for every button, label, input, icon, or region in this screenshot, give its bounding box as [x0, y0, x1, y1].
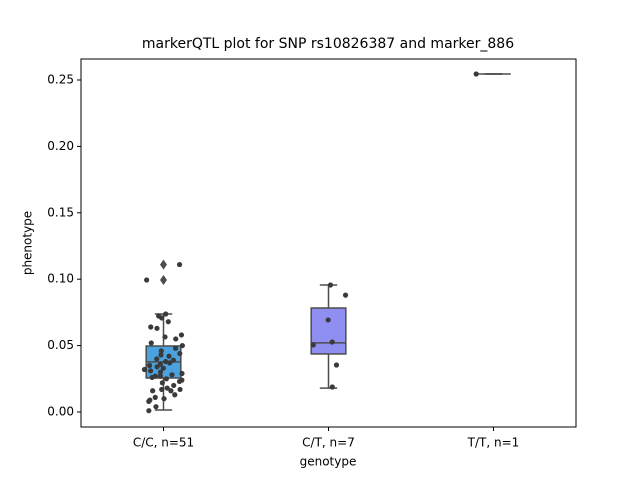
- strip-point: [154, 364, 160, 370]
- y-tick-label: 0.20: [47, 139, 74, 153]
- plot-frame: [80, 58, 577, 428]
- strip-point: [177, 386, 183, 393]
- box: [310, 307, 347, 355]
- strip-point: [179, 342, 185, 349]
- strip-point: [149, 374, 155, 381]
- strip-point: [146, 408, 152, 414]
- chart-title: markerQTL plot for SNP rs10826387 and ma…: [142, 36, 514, 52]
- strip-point: [172, 392, 178, 398]
- strip-point: [159, 315, 165, 321]
- y-tick-label: 0.15: [47, 205, 74, 219]
- strip-point: [148, 368, 154, 374]
- strip-point: [165, 319, 171, 325]
- strip-point: [167, 360, 173, 366]
- y-axis-label: phenotype: [21, 211, 35, 275]
- strip-point: [173, 336, 179, 342]
- strip-point: [176, 261, 183, 268]
- x-tick-label: C/T, n=7: [302, 436, 355, 450]
- y-tick-label: 0.00: [47, 404, 74, 418]
- strip-point: [157, 373, 163, 379]
- strip-point: [154, 356, 160, 362]
- strip-point: [153, 404, 159, 410]
- strip-point: [160, 365, 166, 371]
- strip-point: [157, 369, 164, 375]
- strip-point: [146, 398, 152, 404]
- outlier: [160, 259, 167, 270]
- strip-point: [170, 357, 177, 363]
- y-tick-label: 0.05: [47, 338, 74, 352]
- strip-point: [333, 362, 340, 368]
- strip-point: [163, 311, 169, 317]
- strip-point: [166, 353, 172, 359]
- strip-point: [152, 394, 158, 400]
- strip-point: [147, 362, 153, 369]
- strip-point: [148, 324, 154, 330]
- strip-point: [179, 370, 185, 377]
- strip-point: [163, 376, 169, 382]
- strip-point: [168, 388, 174, 394]
- strip-point: [159, 386, 165, 393]
- strip-point: [144, 277, 150, 283]
- strip-point: [329, 339, 335, 345]
- strip-point: [148, 340, 154, 346]
- strip-point: [473, 71, 479, 77]
- strip-point: [169, 372, 175, 378]
- strip-point: [171, 382, 177, 389]
- x-tick-label: C/C, n=51: [133, 436, 194, 450]
- strip-point: [154, 325, 160, 331]
- strip-point: [325, 317, 331, 323]
- y-tick-label: 0.25: [47, 72, 74, 86]
- x-axis-label: genotype: [300, 455, 357, 469]
- strip-point: [178, 332, 185, 338]
- y-tick-label: 0.10: [47, 272, 74, 286]
- strip-point: [164, 385, 170, 391]
- strip-point: [159, 380, 165, 386]
- x-tick-label: T/T, n=1: [467, 436, 520, 450]
- strip-point: [329, 384, 335, 390]
- strip-point: [310, 342, 316, 348]
- strip-point: [150, 388, 156, 394]
- strip-point: [158, 352, 164, 358]
- outlier: [160, 274, 167, 285]
- strip-point: [158, 348, 164, 354]
- strip-point: [327, 282, 334, 288]
- strip-point: [342, 292, 349, 298]
- strip-point: [162, 334, 168, 340]
- strip-point: [176, 378, 183, 385]
- strip-point: [161, 396, 167, 402]
- strip-point: [172, 345, 179, 351]
- strip-point: [177, 350, 183, 357]
- strip-point: [141, 366, 148, 373]
- strip-point: [163, 358, 169, 365]
